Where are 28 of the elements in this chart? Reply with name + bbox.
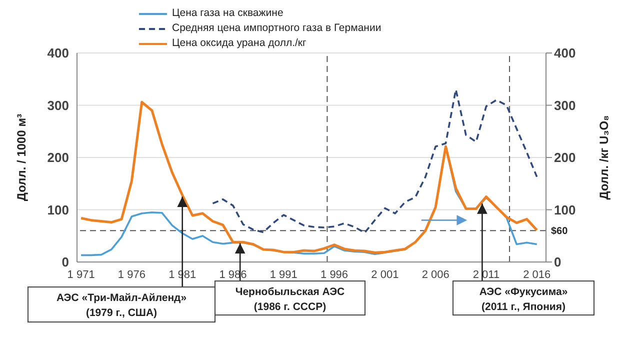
x-tick-label: 2 001: [371, 268, 399, 281]
y-tick-label: 100: [47, 202, 69, 218]
ref-line-label: $60: [551, 226, 568, 238]
y-tick-label: 300: [47, 98, 69, 113]
annotation: АЭС «Фукусима» (2011 г., Япония): [479, 286, 568, 313]
y2-tick-label: 200: [554, 150, 576, 166]
x-tick-label: 1 976: [118, 268, 146, 281]
annotation: Чернобыльская АЭС (1986 г. СССР): [235, 286, 346, 313]
annotation: АЭС «Три-Майл-Айленд» (1979 г., США): [56, 292, 187, 319]
x-tick-label: 1 996: [320, 268, 348, 281]
line-series: [80, 100, 538, 254]
y-tick-label: 200: [47, 150, 69, 166]
legend-label: Средняя цена импортного газа в Германии: [172, 21, 382, 36]
y2-tick-label: 300: [554, 98, 576, 113]
x-tick-label: 2 006: [422, 268, 450, 281]
line-series: [212, 88, 538, 234]
x-tick-label: 2 016: [523, 268, 551, 281]
y-tick-label: 0: [62, 254, 69, 270]
x-tick-label: 1 991: [270, 268, 298, 281]
y2-tick-label: 400: [554, 46, 576, 61]
y-axis-title: Долл. / 1000 м³: [14, 114, 28, 202]
legend-label: Цена газа на скважине: [172, 6, 284, 21]
y2-tick-label: 0: [554, 254, 562, 270]
x-tick-label: 1 971: [67, 268, 95, 281]
y-tick-label: 400: [47, 46, 69, 61]
y2-axis-title: Долл. /кг U₃O₈: [597, 115, 611, 200]
y2-tick-label: 100: [554, 202, 576, 218]
legend-label: Цена оксида урана долл./кг: [172, 36, 306, 51]
